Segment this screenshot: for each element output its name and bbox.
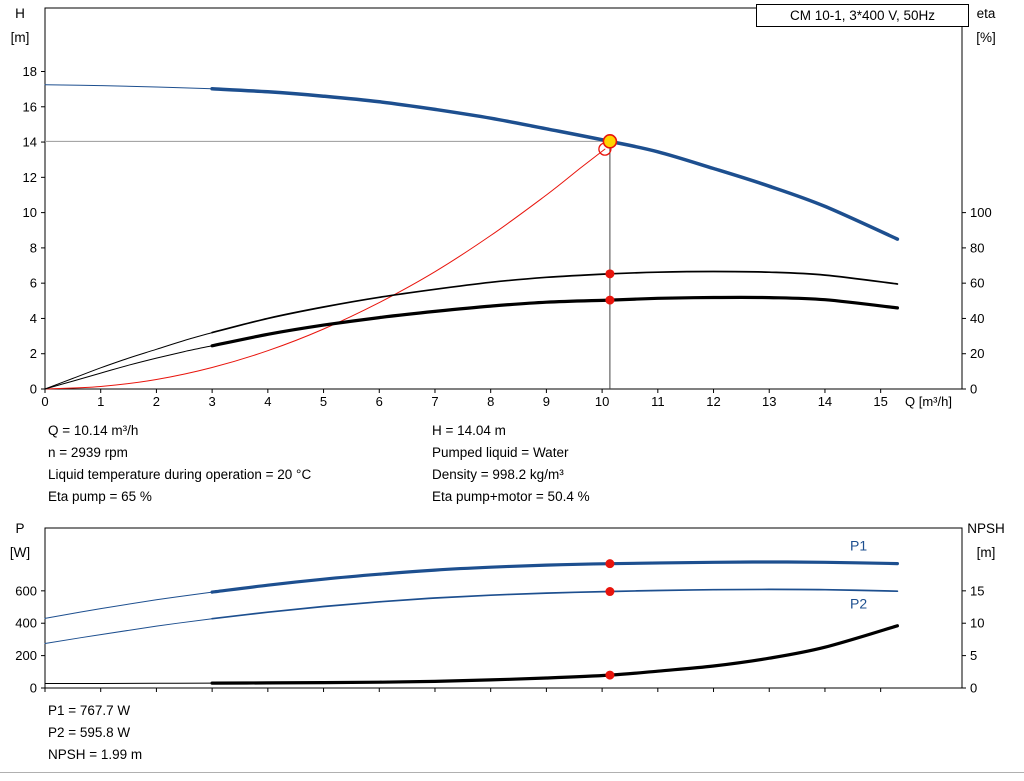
left-axis-title: [m] bbox=[11, 30, 30, 45]
x-tick-label: 5 bbox=[320, 394, 327, 409]
right-tick-label: 0 bbox=[970, 382, 977, 397]
series-label-P1: P1 bbox=[850, 538, 867, 554]
qh-eta-chart[interactable]: 0 1 2 3 4 5 6 7 8 9 10 11 12 13 14 15 Q [m³/h]0246810121… bbox=[0, 0, 1024, 415]
duty-point-marker bbox=[602, 134, 618, 149]
left-axis-title: H bbox=[15, 6, 25, 21]
footer-divider bbox=[0, 772, 1024, 773]
info-liquid-temperature: Liquid temperature during operation = 20… bbox=[48, 467, 312, 482]
x-axis-label: Q [m³/h] bbox=[905, 394, 952, 409]
left-tick-label: 2 bbox=[30, 346, 37, 361]
power-npsh-plot-border bbox=[44, 527, 963, 689]
left-tick-label: 10 bbox=[23, 205, 37, 220]
x-tick-label: 0 bbox=[41, 394, 48, 409]
power-npsh-p2-extension-curve bbox=[44, 618, 213, 644]
qh-head-curve bbox=[210, 87, 900, 241]
right-tick-label: 0 bbox=[970, 681, 977, 694]
right-axis-title: eta bbox=[977, 6, 996, 21]
x-tick-label: 4 bbox=[264, 394, 271, 409]
power-info-column: P1 = 767.7 W P2 = 595.8 W NPSH = 1.99 m bbox=[48, 700, 142, 766]
left-tick-label: 0 bbox=[30, 382, 37, 397]
right-axis-title: [%] bbox=[976, 30, 996, 45]
pump-model-title-box: CM 10-1, 3*400 V, 50Hz bbox=[756, 4, 969, 27]
x-tick-label: 6 bbox=[376, 394, 383, 409]
qh-head-extension-curve bbox=[44, 84, 213, 90]
p1-point-marker bbox=[605, 559, 615, 569]
info-pumped-liquid: Pumped liquid = Water bbox=[432, 445, 569, 460]
left-tick-label: 16 bbox=[23, 99, 37, 114]
left-tick-label: 4 bbox=[30, 311, 37, 326]
x-tick-label: 9 bbox=[543, 394, 550, 409]
qh-eta-pump-motor-extension-curve bbox=[44, 345, 213, 390]
qh-plot-border bbox=[44, 7, 963, 390]
right-tick-label: 60 bbox=[970, 276, 984, 291]
info-head: H = 14.04 m bbox=[432, 423, 506, 438]
power-npsh-p1-curve bbox=[210, 560, 899, 594]
info-flow: Q = 10.14 m³/h bbox=[48, 423, 139, 438]
qh-eta-pump-motor-curve bbox=[210, 295, 899, 348]
right-tick-label: 15 bbox=[970, 583, 984, 598]
left-tick-label: 200 bbox=[15, 648, 37, 663]
left-tick-label: 12 bbox=[23, 170, 37, 185]
info-eta-pump: Eta pump = 65 % bbox=[48, 489, 152, 504]
right-tick-label: 40 bbox=[970, 311, 984, 326]
power-npsh-p2-curve bbox=[211, 588, 899, 620]
x-tick-label: 14 bbox=[818, 394, 832, 409]
right-tick-label: 20 bbox=[970, 346, 984, 361]
left-axis-title: [W] bbox=[10, 545, 30, 560]
power-npsh-chart[interactable]: 0 200 400 600 P [W] 0 5 10 15 NPSH [m] P1 P2 bbox=[0, 515, 1024, 693]
info-p2: P2 = 595.8 W bbox=[48, 725, 131, 740]
qh-eta-pump-curve bbox=[211, 270, 899, 334]
duty-info-left-column: Q = 10.14 m³/h n = 2939 rpm Liquid tempe… bbox=[48, 420, 311, 508]
info-eta-pump-motor: Eta pump+motor = 50.4 % bbox=[432, 489, 590, 504]
right-axis-title: NPSH bbox=[967, 521, 1005, 536]
right-tick-label: 80 bbox=[970, 240, 984, 255]
left-tick-label: 400 bbox=[15, 616, 37, 631]
duty-info-right-column: H = 14.04 m Pumped liquid = Water Densit… bbox=[432, 420, 590, 508]
left-axis-title: P bbox=[15, 521, 24, 536]
right-tick-label: 100 bbox=[970, 205, 992, 220]
right-axis-title: [m] bbox=[977, 545, 996, 560]
x-tick-label: 2 bbox=[153, 394, 160, 409]
x-tick-label: 10 bbox=[595, 394, 609, 409]
left-tick-label: 600 bbox=[15, 583, 37, 598]
x-tick-label: 7 bbox=[431, 394, 438, 409]
npsh-point-marker bbox=[605, 670, 615, 680]
series-label-P2: P2 bbox=[850, 596, 867, 612]
x-tick-label: 15 bbox=[873, 394, 887, 409]
x-tick-label: 11 bbox=[651, 394, 665, 409]
x-tick-label: 8 bbox=[487, 394, 494, 409]
x-tick-label: 12 bbox=[706, 394, 720, 409]
x-tick-label: 3 bbox=[209, 394, 216, 409]
right-tick-label: 10 bbox=[970, 616, 984, 631]
qh-system-curve-curve bbox=[44, 148, 606, 390]
info-speed: n = 2939 rpm bbox=[48, 445, 128, 460]
right-tick-label: 5 bbox=[970, 648, 977, 663]
info-npsh: NPSH = 1.99 m bbox=[48, 747, 143, 762]
x-tick-label: 1 bbox=[97, 394, 104, 409]
eta-pump-point-marker bbox=[605, 269, 615, 279]
left-tick-label: 6 bbox=[30, 276, 37, 291]
p2-point-marker bbox=[605, 587, 615, 597]
eta-pump-motor-point-marker bbox=[605, 295, 615, 305]
left-tick-label: 18 bbox=[23, 64, 37, 79]
qh-eta-pump-extension-curve bbox=[44, 332, 213, 390]
power-npsh-p1-extension-curve bbox=[44, 591, 213, 619]
info-density: Density = 998.2 kg/m³ bbox=[432, 467, 564, 482]
left-tick-label: 0 bbox=[30, 681, 37, 694]
x-tick-label: 13 bbox=[762, 394, 776, 409]
power-npsh-npsh-curve bbox=[210, 624, 899, 685]
left-tick-label: 14 bbox=[23, 135, 37, 150]
info-p1: P1 = 767.7 W bbox=[48, 703, 131, 718]
left-tick-label: 8 bbox=[30, 240, 37, 255]
